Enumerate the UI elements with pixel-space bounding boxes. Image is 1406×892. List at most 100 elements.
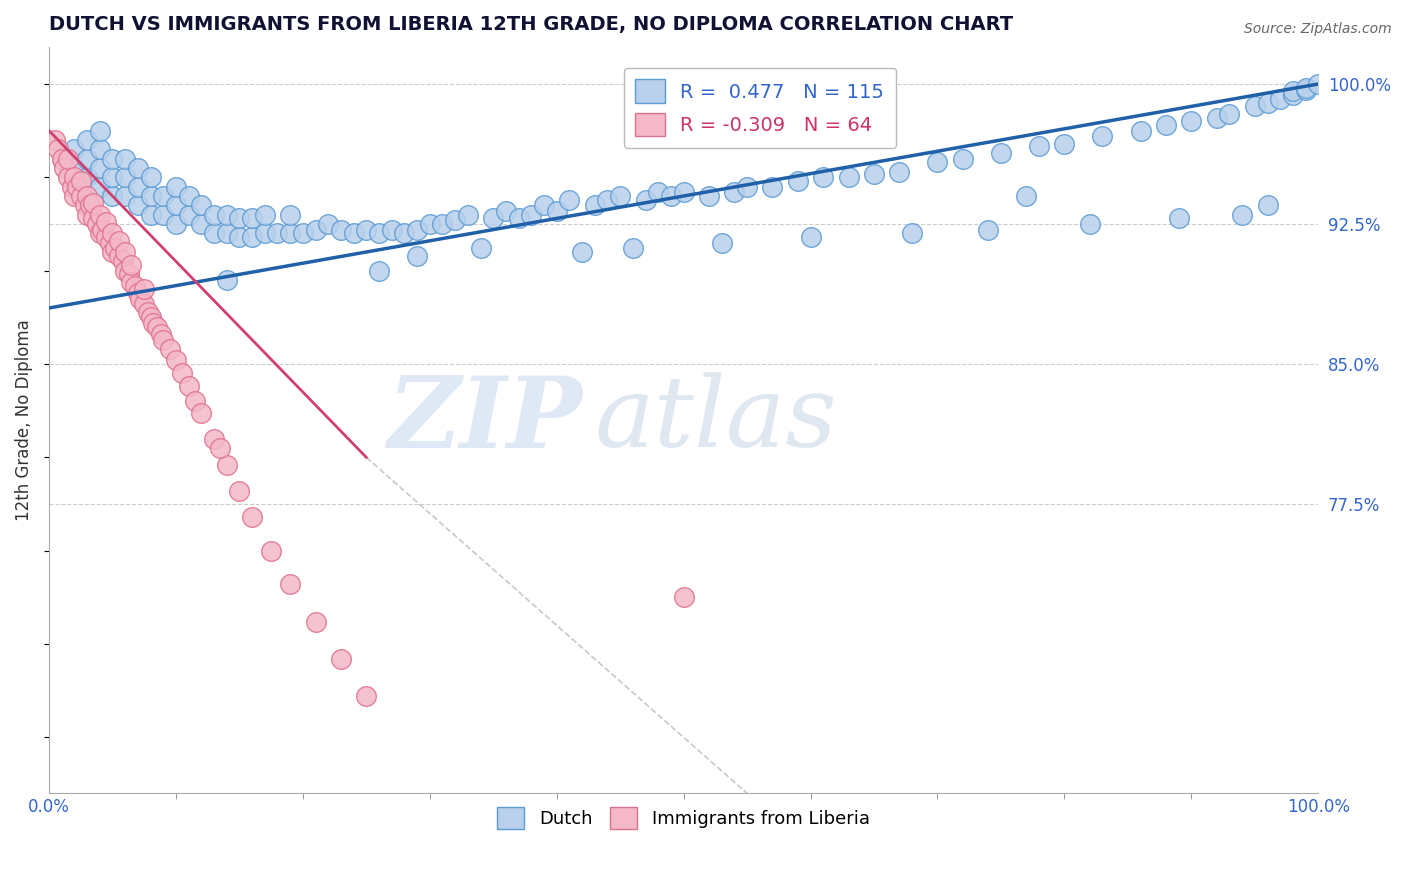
Point (240, 510, 263, 524)
Point (863, 167, 886, 181)
Point (291, 227, 314, 241)
Point (394, 227, 416, 241)
Point (278, 227, 301, 241)
Point (368, 263, 391, 277)
Point (710, 235, 733, 250)
Point (406, 249, 429, 263)
Point (977, 222, 1000, 236)
Point (508, 211, 530, 226)
Point (101, 245, 124, 260)
Point (495, 203, 517, 218)
Point (104, 241, 127, 255)
Point (621, 241, 644, 255)
Point (134, 282, 156, 296)
Point (1154, 118, 1177, 132)
Point (444, 213, 467, 227)
Point (114, 245, 136, 260)
Y-axis label: 12th Grade, No Diploma: 12th Grade, No Diploma (15, 319, 32, 521)
Point (89, 208, 111, 222)
Point (94, 215, 117, 229)
Point (1256, 198, 1278, 212)
Point (91, 222, 114, 236)
Point (127, 286, 149, 301)
Point (1078, 217, 1101, 231)
Point (139, 170, 162, 185)
Point (127, 198, 149, 212)
Point (266, 227, 288, 241)
Point (1180, 114, 1202, 128)
Point (1091, 129, 1114, 144)
Point (723, 186, 745, 200)
Point (51, 152, 73, 166)
Point (139, 208, 162, 222)
Point (253, 208, 276, 222)
Point (278, 208, 301, 222)
Point (101, 170, 124, 185)
Point (118, 268, 141, 282)
Point (101, 227, 124, 241)
Point (520, 208, 543, 222)
Point (121, 275, 143, 289)
Point (1129, 123, 1152, 137)
Point (659, 189, 682, 203)
Point (152, 189, 174, 203)
Point (558, 193, 581, 207)
Point (86, 217, 108, 231)
Point (215, 458, 238, 472)
Point (356, 222, 378, 236)
Point (1295, 82, 1317, 96)
Point (215, 208, 238, 222)
Point (63, 161, 86, 175)
Point (927, 155, 949, 169)
Point (1295, 80, 1317, 95)
Point (356, 690, 378, 704)
Point (799, 230, 821, 244)
Point (79, 198, 101, 212)
Point (149, 327, 172, 342)
Point (546, 203, 568, 218)
Point (304, 615, 326, 629)
Point (1243, 99, 1265, 113)
Point (482, 211, 505, 226)
Point (184, 394, 207, 409)
Point (165, 353, 187, 368)
Point (136, 304, 159, 318)
Point (260, 543, 283, 558)
Point (209, 441, 232, 455)
Point (596, 193, 619, 207)
Point (121, 258, 143, 272)
Point (107, 234, 129, 248)
Point (419, 217, 441, 231)
Point (304, 222, 326, 236)
Point (697, 189, 720, 203)
Point (114, 189, 136, 203)
Point (1270, 92, 1292, 106)
Point (202, 227, 225, 241)
Point (129, 292, 152, 306)
Point (634, 193, 657, 207)
Point (329, 222, 352, 236)
Point (134, 297, 156, 311)
Point (101, 152, 124, 166)
Point (571, 245, 593, 260)
Point (76, 189, 98, 203)
Point (990, 146, 1012, 161)
Point (190, 405, 212, 419)
Point (56, 170, 79, 185)
Point (159, 342, 181, 356)
Point (46, 142, 69, 156)
Point (228, 483, 250, 498)
Point (177, 189, 200, 203)
Point (114, 263, 136, 277)
Point (114, 170, 136, 185)
Point (316, 217, 339, 231)
Point (82, 211, 104, 226)
Point (152, 208, 174, 222)
Point (672, 591, 695, 605)
Point (63, 142, 86, 156)
Point (228, 230, 250, 244)
Point (583, 198, 606, 212)
Point (56, 152, 79, 166)
Point (761, 179, 783, 194)
Point (1230, 208, 1253, 222)
